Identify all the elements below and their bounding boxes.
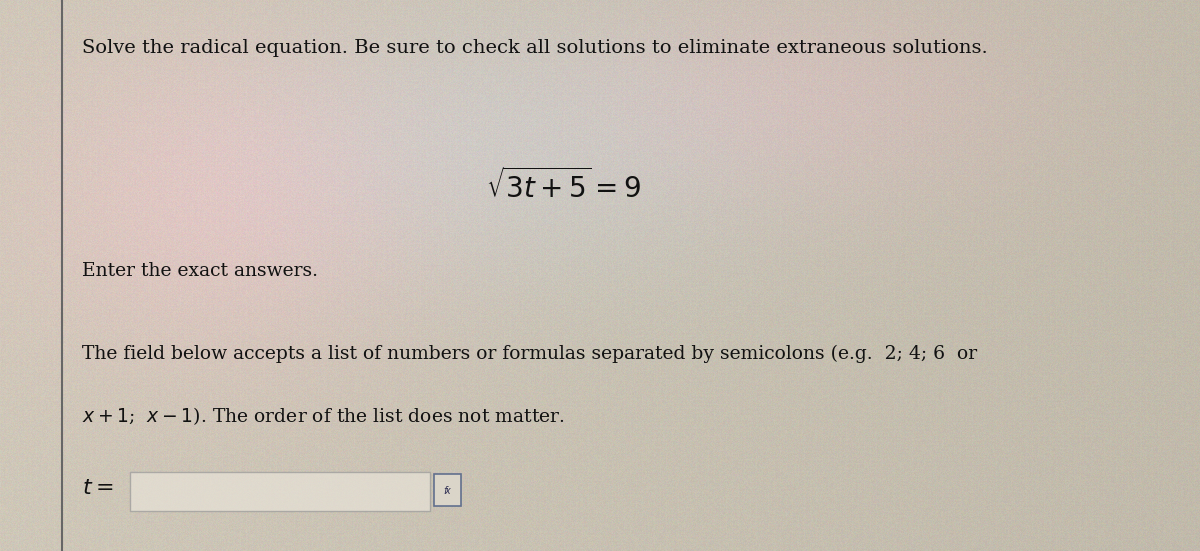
Text: $f\!x$: $f\!x$ — [443, 484, 452, 496]
Text: The field below accepts a list of numbers or formulas separated by semicolons (e: The field below accepts a list of number… — [82, 344, 977, 363]
FancyBboxPatch shape — [130, 472, 430, 511]
Text: $t=$: $t=$ — [82, 477, 113, 499]
Text: Solve the radical equation. Be sure to check all solutions to eliminate extraneo: Solve the radical equation. Be sure to c… — [82, 39, 988, 57]
FancyBboxPatch shape — [434, 474, 461, 506]
Text: $x+1$;  $x-1$). The order of the list does not matter.: $x+1$; $x-1$). The order of the list doe… — [82, 405, 564, 427]
Text: Enter the exact answers.: Enter the exact answers. — [82, 262, 318, 280]
Text: $\sqrt{3t+5}=9$: $\sqrt{3t+5}=9$ — [486, 168, 642, 204]
